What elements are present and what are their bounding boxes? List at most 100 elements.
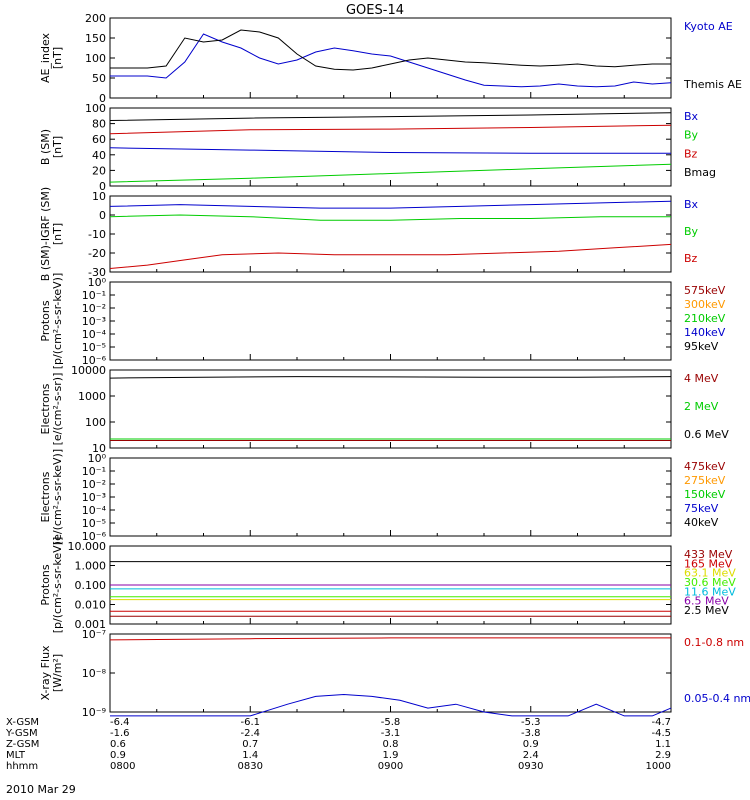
- ephemeris-label: Y-GSM: [5, 728, 38, 739]
- panel-2: 0 20 40 60 80 100 B (SM)[nT] Bx By Bz Bmag: [39, 102, 716, 193]
- y-tick-label: 10⁻⁶: [82, 530, 107, 543]
- panel-3: -30 -20 -10 0 10 B (SM)-IGRF (SM)[nT] Bx By Bz: [39, 187, 699, 281]
- y-tick-label: 10⁻¹: [82, 289, 106, 302]
- series-line: [109, 147, 671, 154]
- ephemeris-value: 1.1: [655, 739, 671, 750]
- ephemeris-value: -4.5: [651, 728, 671, 739]
- panel-frame: [109, 281, 672, 361]
- y-tick-label: 40: [92, 149, 106, 162]
- y-tick-label: 0.100: [75, 579, 107, 592]
- y-tick-label: 10⁻⁵: [82, 341, 106, 354]
- ephemeris-value: 0900: [378, 761, 403, 772]
- legend-label: Bz: [684, 252, 698, 265]
- series-line: [110, 693, 672, 717]
- legend-label: Bx: [684, 198, 699, 211]
- panel-frame: [109, 457, 672, 537]
- series-line: [109, 376, 672, 379]
- figure-title: GOES-14: [346, 3, 404, 18]
- y-tick-label: 80: [92, 118, 106, 131]
- y-tick-label: 0: [99, 180, 106, 193]
- y-tick-label: 10000: [71, 364, 106, 377]
- panel-8: 10⁻⁹ 10⁻⁸ 10⁻⁷ X-ray Flux[W/m²] 0.1-0.8 nm 0.…: [39, 628, 750, 719]
- legend-label: 0.05-0.4 nm: [684, 692, 750, 705]
- y-tick-label: 100: [85, 416, 106, 429]
- series-line: [109, 163, 672, 183]
- y-tick-label: 100: [85, 52, 106, 65]
- y-tick-label: 10⁻⁶: [82, 354, 107, 367]
- ephemeris-value: 0800: [110, 761, 135, 772]
- y-tick-label: 0: [99, 209, 106, 222]
- y-axis-label: B (SM)-IGRF (SM)[nT]: [39, 187, 64, 281]
- legend-label: Themis AE: [683, 78, 742, 91]
- legend-label: 475keV: [684, 460, 726, 473]
- y-tick-label: 10⁻⁴: [82, 504, 107, 517]
- legend-label: 63.1 MeV: [684, 567, 736, 580]
- panel-1: 0 50 100 150 200 AE_index[nT] Kyoto AE Themis A…: [39, 12, 742, 105]
- legend-label: 6.5 MeV: [684, 595, 729, 608]
- series-line: [110, 33, 672, 88]
- y-tick-label: 10⁰: [88, 276, 107, 289]
- legend-label: 575keV: [684, 284, 726, 297]
- panel-frame: [109, 195, 672, 273]
- y-tick-label: 10⁻⁸: [82, 667, 107, 680]
- y-tick-label: 150: [85, 32, 106, 45]
- legend-label: 165 MeV: [684, 557, 733, 570]
- ephemeris-value: -5.8: [381, 717, 401, 728]
- ephemeris-value: 0.6: [110, 739, 126, 750]
- legend-label: By: [684, 225, 699, 238]
- ephemeris-label: X-GSM: [6, 717, 39, 728]
- ephemeris-label: hhmm: [6, 761, 38, 772]
- y-tick-label: 0: [99, 92, 106, 105]
- legend-label: 11.6 MeV: [684, 585, 736, 598]
- series-line: [109, 214, 671, 221]
- legend-label: 2 MeV: [684, 400, 719, 413]
- legend-label: 75keV: [684, 502, 719, 515]
- ephemeris-value: 0.9: [110, 750, 126, 761]
- y-axis-label: Protons[p/(cm²-s-sr-keV)]: [39, 537, 64, 634]
- panel-5: 10 100 1000 10000 Electrons[e/(cm²-s-sr)] 4 M…: [39, 364, 729, 455]
- ephemeris-value: -3.8: [521, 728, 541, 739]
- legend-label: Kyoto AE: [684, 20, 733, 33]
- y-tick-label: 10⁰: [88, 452, 107, 465]
- series-line: [110, 29, 671, 71]
- y-tick-label: 10⁻¹: [82, 465, 106, 478]
- ephemeris-value: -6.4: [110, 717, 130, 728]
- y-tick-label: 1.000: [75, 560, 107, 573]
- legend-label: 30.6 MeV: [684, 576, 736, 589]
- y-axis-label: B (SM)[nT]: [39, 129, 64, 165]
- ephemeris-value: 1.4: [242, 750, 258, 761]
- panel-frame: [109, 107, 672, 187]
- panel-frame: [109, 633, 672, 713]
- legend-label: 2.5 MeV: [684, 604, 729, 617]
- legend-label: 0.1-0.8 nm: [684, 636, 744, 649]
- legend-label: 150keV: [684, 488, 726, 501]
- y-tick-label: 10⁻⁹: [82, 706, 106, 719]
- ephemeris-value: -6.1: [240, 717, 260, 728]
- ephemeris-value: -2.4: [240, 728, 260, 739]
- legend-label: Bz: [684, 147, 698, 160]
- y-axis-label: Electrons[e/(cm²-s-sr)]: [39, 373, 64, 446]
- series-line: [109, 124, 672, 135]
- y-axis-label: Electrons[e/(cm²-s-sr-keV)]: [39, 449, 64, 545]
- legend-label: 275keV: [684, 474, 726, 487]
- ephemeris-value: -5.3: [521, 717, 541, 728]
- legend-label: 0.6 MeV: [684, 428, 729, 441]
- ephemeris-label: Z-GSM: [6, 739, 39, 750]
- legend-label: 95keV: [684, 340, 719, 353]
- series-line: [109, 200, 672, 209]
- ephemeris-value: -1.6: [110, 728, 130, 739]
- panel-7: 0.001 0.010 0.100 1.000 10.000 Protons[p/(cm²…: [39, 537, 736, 634]
- y-tick-label: -20: [88, 247, 106, 260]
- y-tick-label: 10⁻²: [82, 478, 106, 491]
- y-tick-label: 10⁻³: [82, 491, 106, 504]
- y-tick-label: 100: [85, 102, 106, 115]
- y-tick-label: 60: [92, 133, 106, 146]
- ephemeris-value: -3.1: [381, 728, 401, 739]
- ephemeris-value: 0.7: [242, 739, 258, 750]
- legend-label: 433 MeV: [684, 548, 733, 561]
- legend-label: 210keV: [684, 312, 726, 325]
- ephemeris-value: 0830: [238, 761, 263, 772]
